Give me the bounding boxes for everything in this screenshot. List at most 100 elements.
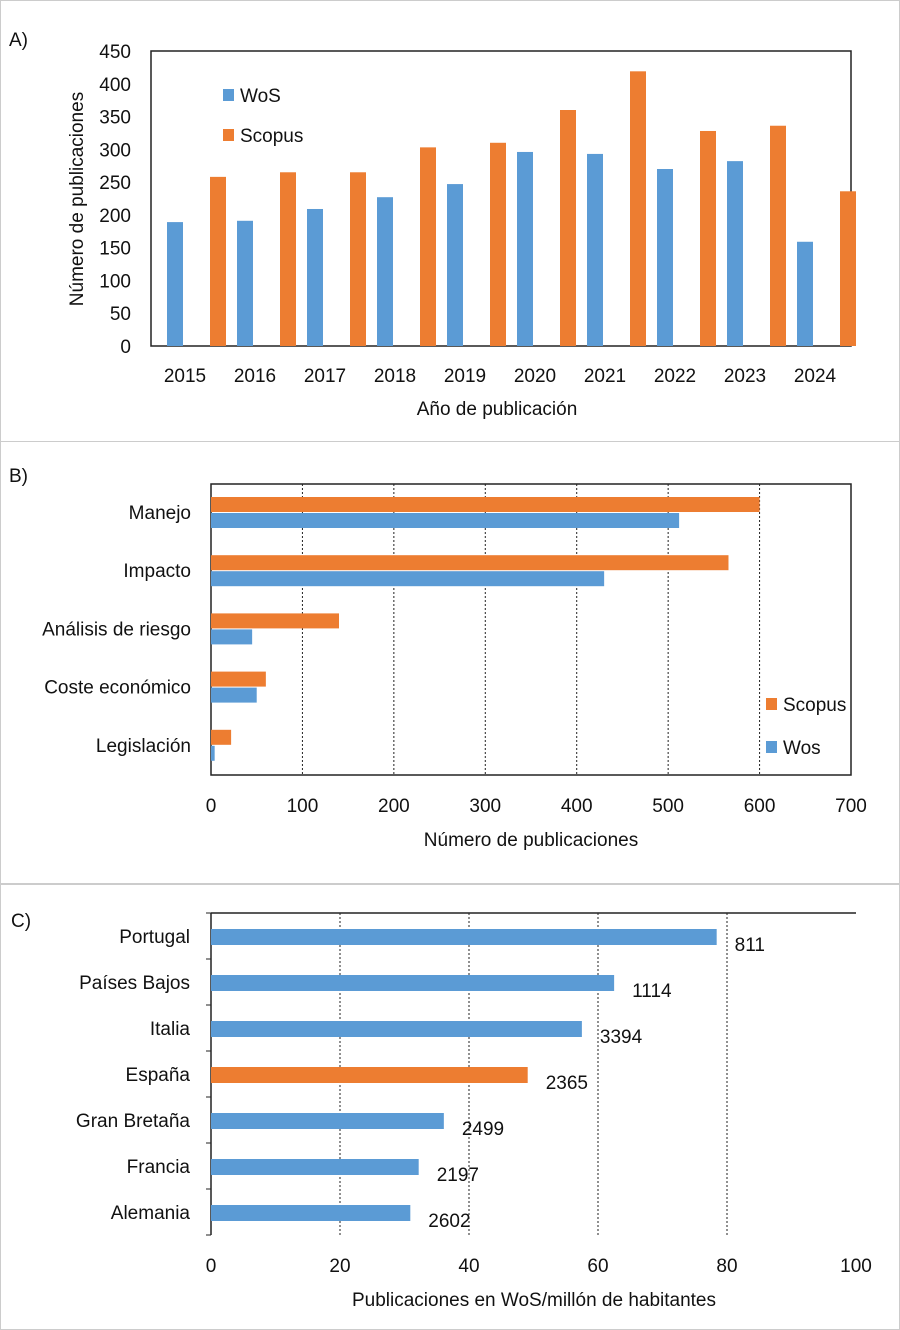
x-tick-label: 40: [458, 1256, 479, 1277]
y-tick-label: Francia: [127, 1157, 191, 1178]
bar: [211, 1113, 444, 1129]
legend-label: Scopus: [240, 126, 303, 147]
bar: [211, 1205, 411, 1221]
x-tick-label: 2021: [584, 366, 626, 387]
y-tick-label: Alemania: [111, 1203, 191, 1224]
y-tick-label: Legislación: [96, 736, 191, 757]
y-tick-label: Países Bajos: [79, 973, 190, 994]
bar-scopus: [211, 555, 729, 571]
bar-wos: [447, 184, 463, 346]
bar: [211, 1067, 528, 1083]
bar-scopus: [840, 191, 856, 346]
bar-wos: [211, 513, 680, 528]
bar-wos: [167, 222, 183, 346]
data-label: 2602: [428, 1211, 470, 1232]
data-label: 2499: [462, 1119, 504, 1140]
bar-scopus: [560, 110, 576, 346]
y-tick-label: Coste económico: [44, 678, 191, 699]
y-tick-label: 50: [110, 304, 131, 325]
y-tick-label: 450: [99, 42, 131, 63]
y-tick-label: Análisis de riesgo: [42, 619, 191, 640]
x-tick-label: 0: [206, 1256, 217, 1277]
data-label: 811: [735, 935, 765, 956]
panel-b: B) 0 100 200 300 400 500 600 700 Manejo Impacto Aná…: [0, 441, 900, 884]
x-tick-label: 100: [840, 1256, 872, 1277]
bar-wos: [211, 571, 605, 587]
y-tick-label: 350: [99, 108, 131, 129]
y-tick-label: 100: [99, 271, 131, 292]
x-tick-label: 2019: [444, 366, 486, 387]
x-tick-label: 2017: [304, 366, 346, 387]
data-label: 3394: [600, 1027, 643, 1048]
bar-scopus: [630, 71, 646, 347]
x-tick-label: 20: [329, 1256, 350, 1277]
bar-wos: [377, 197, 393, 346]
x-tick-label: 0: [206, 796, 217, 817]
panel-a: A) 0 50 100 150 200 250 300 350 400 450 2015 2016 201…: [0, 0, 900, 442]
x-tick-label: 2020: [514, 366, 556, 387]
y-tick-label: Italia: [150, 1019, 191, 1040]
bar-scopus: [280, 172, 296, 346]
y-tick-label: 300: [99, 140, 131, 161]
x-tick-label: 300: [469, 796, 501, 817]
bar-scopus: [211, 613, 339, 629]
bar-wos: [587, 153, 603, 346]
x-tick-label: 700: [835, 796, 867, 817]
x-tick-label: 600: [744, 796, 776, 817]
bar: [211, 929, 717, 945]
bar-scopus: [211, 729, 232, 745]
data-label: 2197: [437, 1165, 479, 1186]
bar-wos: [211, 745, 215, 761]
y-tick-label: Manejo: [129, 503, 191, 524]
bar: [211, 1021, 582, 1037]
bar-scopus: [211, 497, 760, 512]
y-tick-label: 400: [99, 75, 131, 96]
bar: [211, 975, 615, 991]
data-label: 1114: [632, 981, 672, 1002]
bar-scopus: [350, 172, 366, 346]
chart-b: B) 0 100 200 300 400 500 600 700 Manejo Impacto Aná…: [9, 466, 867, 851]
data-label: 2365: [546, 1073, 588, 1094]
x-tick-label: 60: [587, 1256, 608, 1277]
x-tick-label: 2024: [794, 366, 837, 387]
x-tick-label: 200: [378, 796, 410, 817]
bar-wos: [727, 161, 743, 346]
bar-scopus: [490, 142, 506, 346]
legend-label: WoS: [240, 86, 281, 107]
x-axis-label: Publicaciones en WoS/millón de habitante…: [352, 1290, 716, 1311]
x-tick-label: 80: [716, 1256, 737, 1277]
legend-swatch: [766, 741, 777, 753]
panel-c: C) 0 20 40 60 80 100 Portugal 811 Países Bajos 111…: [0, 884, 900, 1330]
y-tick-label: 200: [99, 206, 131, 227]
bar-wos: [211, 687, 257, 703]
x-tick-label: 2018: [374, 366, 416, 387]
bar-wos: [237, 220, 253, 346]
chart-a: A) 0 50 100 150 200 250 300 350 400 450 2015 2016 201…: [9, 30, 856, 420]
bar-scopus: [420, 147, 436, 346]
bar-wos: [307, 208, 323, 346]
legend-swatch: [766, 698, 777, 710]
y-axis-label: Número de publicaciones: [67, 92, 88, 306]
legend-label: Scopus: [783, 695, 846, 716]
x-tick-label: 500: [652, 796, 684, 817]
x-tick-label: 400: [561, 796, 593, 817]
y-tick-label: 0: [120, 337, 131, 358]
y-tick-label: 150: [99, 239, 131, 260]
legend-label: Wos: [783, 738, 821, 759]
x-tick-label: 2022: [654, 366, 696, 387]
y-tick-label: Portugal: [119, 927, 190, 948]
bar-scopus: [700, 130, 716, 346]
panel-label: B): [9, 466, 28, 487]
x-axis-label: Año de publicación: [417, 399, 578, 420]
y-tick-label: 250: [99, 173, 131, 194]
x-tick-label: 2015: [164, 366, 206, 387]
bar: [211, 1159, 419, 1175]
bar-scopus: [210, 176, 226, 346]
y-tick-label: Gran Bretaña: [76, 1111, 190, 1132]
y-tick-label: España: [126, 1065, 191, 1086]
bar-wos: [517, 151, 533, 346]
bar-scopus: [211, 671, 266, 687]
chart-c: C) 0 20 40 60 80 100 Portugal 811 Países Bajos 111…: [11, 911, 872, 1311]
bar-wos: [211, 629, 253, 645]
